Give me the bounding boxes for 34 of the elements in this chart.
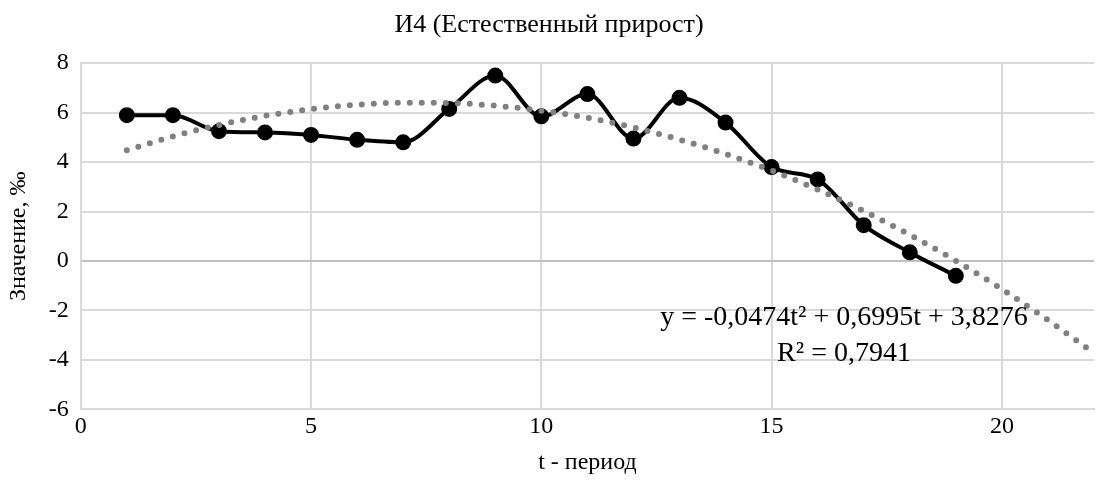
point: [809, 171, 826, 188]
y-tick-label: 8: [56, 48, 69, 75]
x-tick-label: 20: [989, 412, 1014, 439]
x-tick-label: 0: [74, 412, 87, 439]
point: [901, 244, 918, 261]
point: [717, 114, 734, 131]
y-tick-label: 2: [56, 196, 69, 223]
point: [855, 217, 872, 234]
y-tick-label: 0: [56, 246, 69, 273]
point: [625, 130, 642, 147]
x-tick-label: 10: [529, 412, 554, 439]
x-axis-title: t - период: [538, 447, 637, 474]
annotation: y = -0,0474t² + 0,6995t + 3,8276: [660, 299, 1028, 331]
y-axis-title: Значение, ‰: [3, 171, 30, 302]
point: [303, 126, 320, 143]
point: [947, 267, 964, 284]
y-tick-label: -6: [48, 394, 69, 421]
y-tick-label: -4: [48, 345, 69, 372]
point: [441, 100, 458, 117]
y-tick-label: 4: [56, 147, 69, 174]
chart-title: И4 (Естественный прирост): [394, 9, 704, 39]
x-tick-label: 15: [759, 412, 784, 439]
point: [349, 131, 366, 148]
point: [118, 107, 135, 124]
point: [579, 86, 596, 103]
y-tick-label: -2: [48, 295, 69, 322]
y-tick-label: 6: [56, 97, 69, 124]
annotation: R² = 0,7941: [777, 335, 911, 367]
point: [164, 107, 181, 124]
x-tick-label: 5: [305, 412, 318, 439]
point: [395, 134, 412, 151]
point: [257, 124, 274, 141]
point: [671, 89, 688, 106]
point: [487, 67, 504, 84]
